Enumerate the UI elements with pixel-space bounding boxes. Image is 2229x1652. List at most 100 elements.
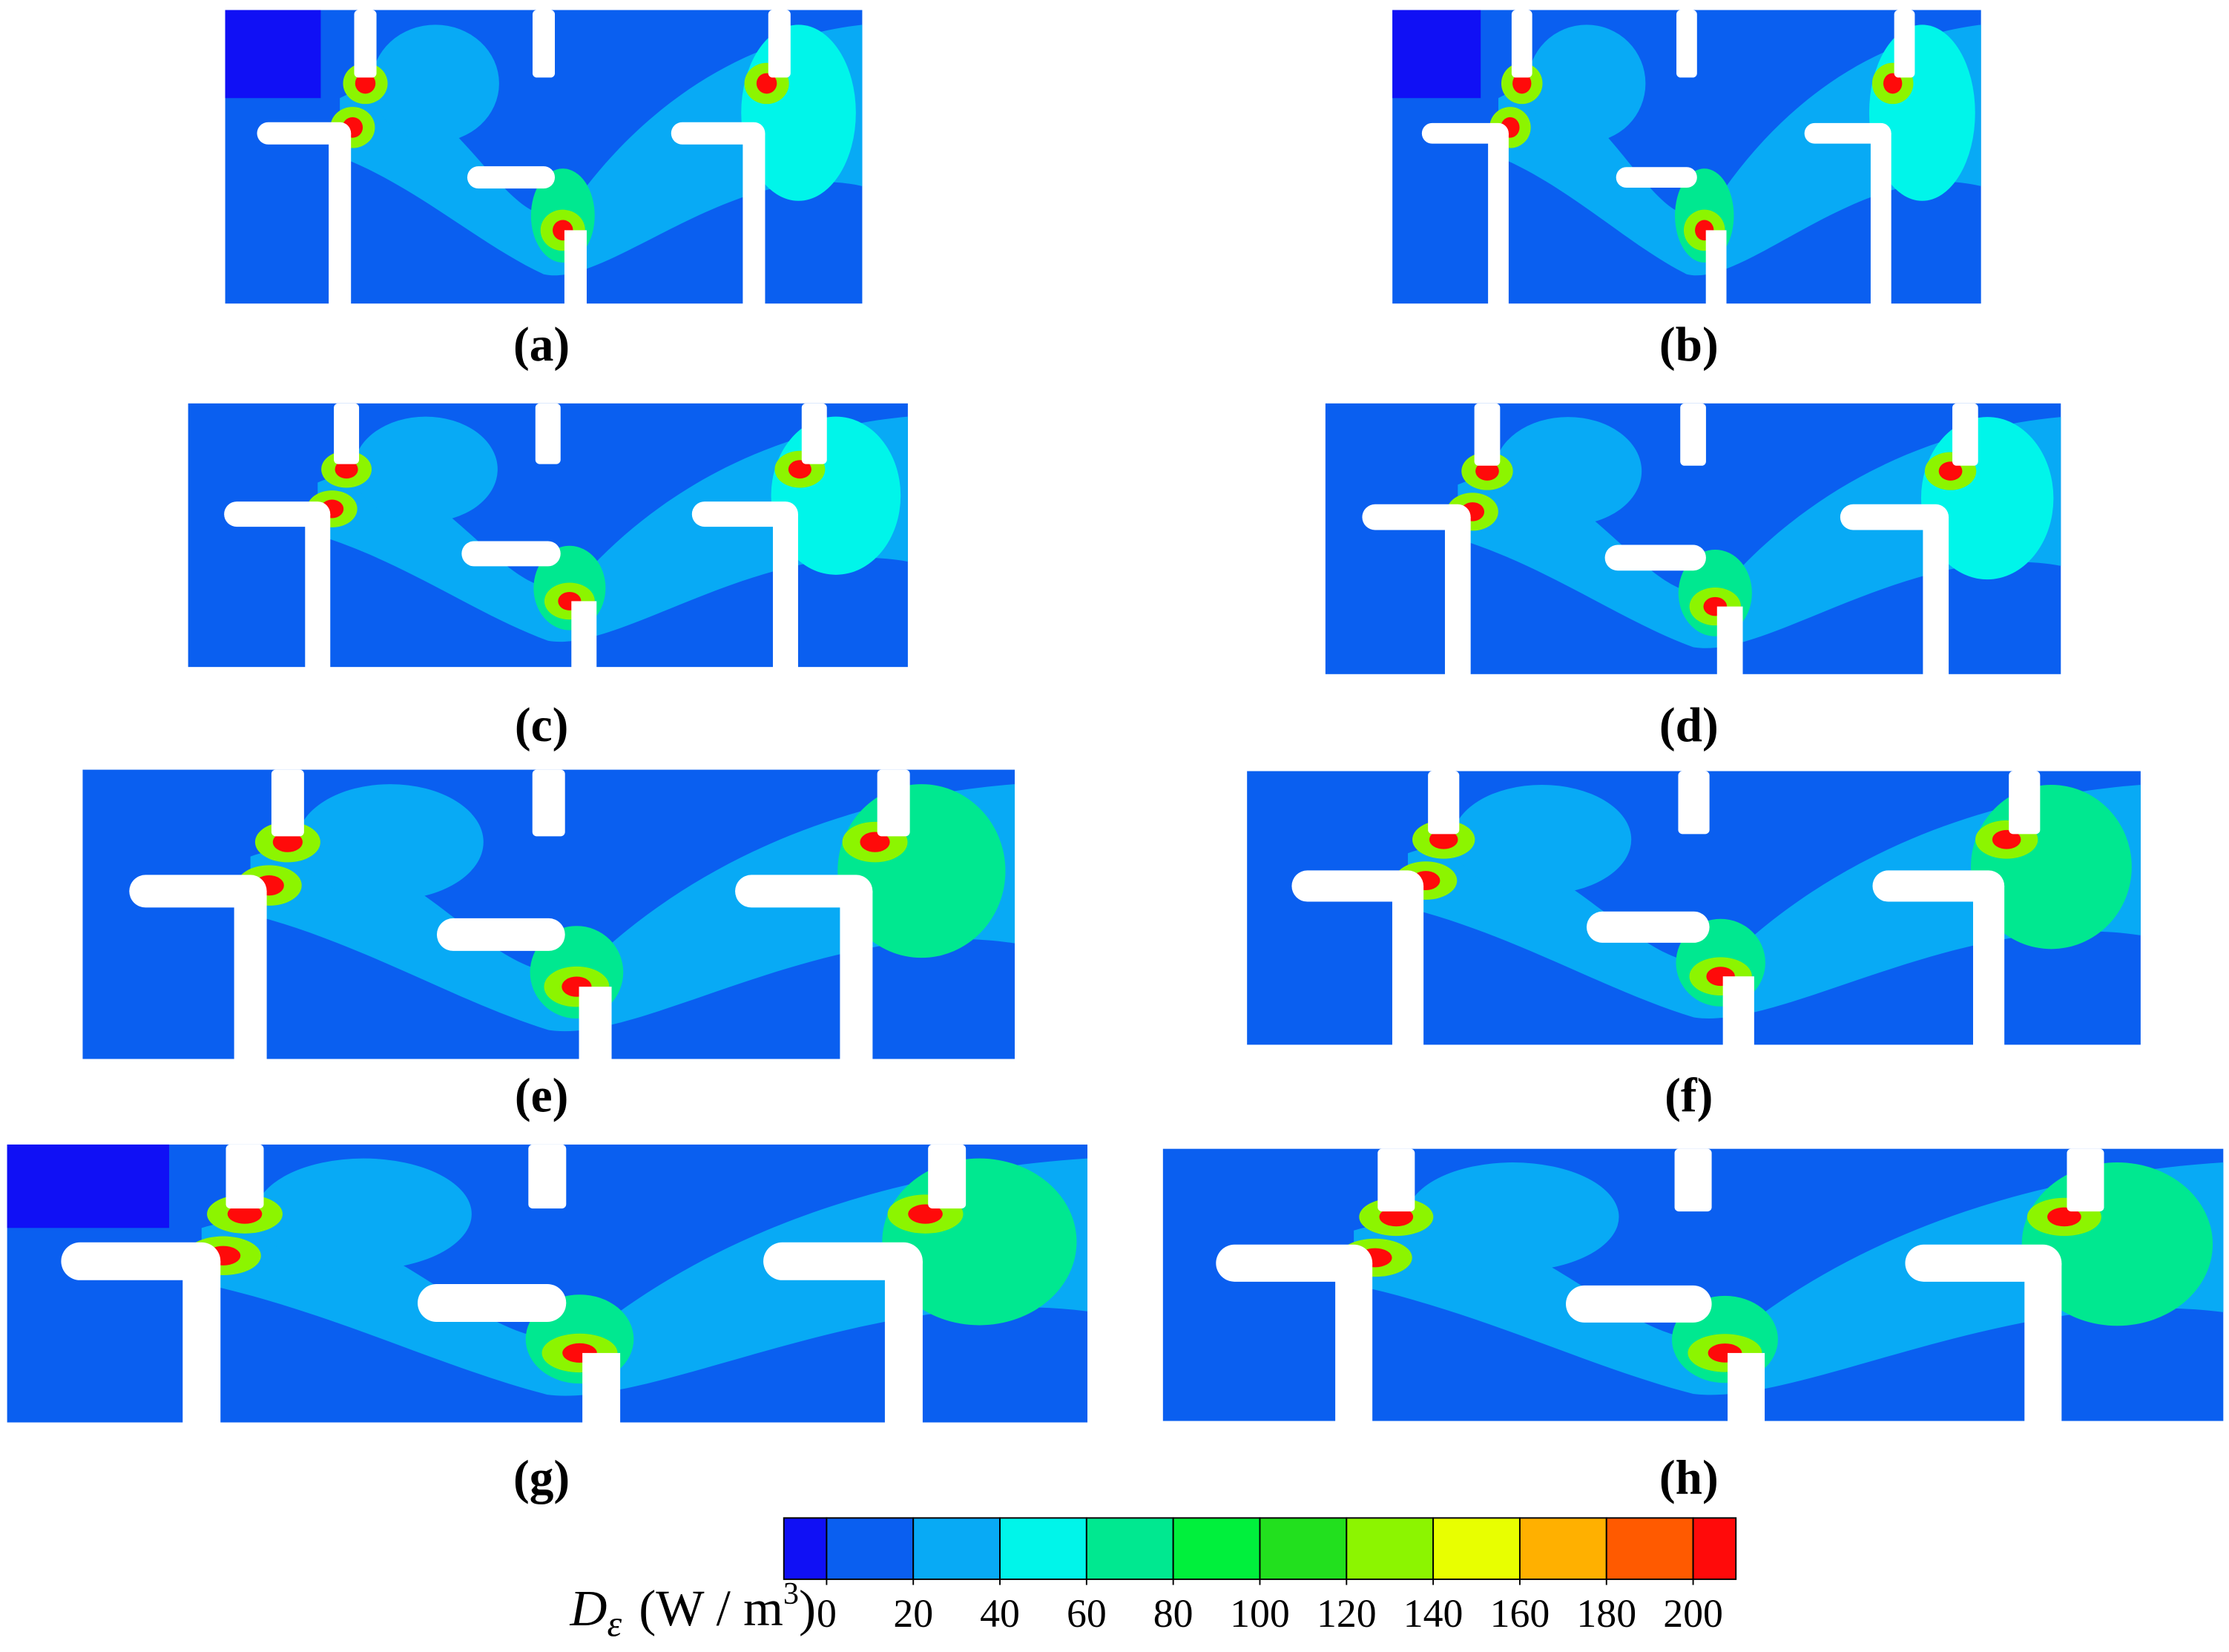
colorbar-swatch xyxy=(1346,1517,1435,1580)
flow-blob xyxy=(1494,417,1642,526)
colorbar-swatch xyxy=(1085,1517,1174,1580)
baffle-bottom xyxy=(234,891,267,1181)
hot-spot xyxy=(1475,461,1499,481)
baffle-top xyxy=(1428,771,1460,835)
baffle-top xyxy=(1676,10,1697,78)
subscript: ε xyxy=(607,1603,622,1645)
unit: (W / m xyxy=(639,1579,783,1636)
colorbar-swatch xyxy=(999,1517,1087,1580)
baffle-arm xyxy=(224,501,331,527)
flow-blob xyxy=(353,416,498,522)
hot-spot xyxy=(2047,1207,2081,1227)
baffle-bottom xyxy=(743,133,766,427)
page-bg xyxy=(79,1059,1018,1102)
flow-blob xyxy=(1527,24,1646,142)
baffle-bottom xyxy=(1488,133,1509,427)
baffle-top xyxy=(768,10,791,78)
baffle-bottom xyxy=(772,514,798,778)
baffle-top xyxy=(928,1144,967,1209)
panel-label: (c) xyxy=(515,699,569,752)
colorbar-swatch xyxy=(783,1517,828,1580)
baffle-arm xyxy=(1566,1285,1712,1323)
baffle-arm xyxy=(129,875,267,908)
page-bg xyxy=(222,303,866,346)
page-bg xyxy=(1389,303,1984,346)
page-bg xyxy=(1323,674,2064,717)
flow-band xyxy=(1498,24,1981,276)
page-bg xyxy=(1159,1421,2227,1464)
baffle-bottom xyxy=(884,1261,923,1539)
baffle-arm xyxy=(1840,504,1949,530)
colorbar-tick-label: 0 xyxy=(817,1591,837,1636)
colorbar-swatch xyxy=(912,1517,1001,1580)
baffle-top xyxy=(535,403,561,464)
colorbar-tick-label: 40 xyxy=(980,1591,1020,1636)
baffle-bottom xyxy=(2024,1263,2062,1536)
hot-spot xyxy=(1429,829,1458,849)
hot-spot xyxy=(756,73,777,94)
contour-panel: (h) xyxy=(1159,1148,2227,1625)
baffle-bottom xyxy=(1444,517,1471,789)
panel-label: (h) xyxy=(1659,1451,1719,1504)
panel-label: (a) xyxy=(513,318,570,372)
baffle-top xyxy=(1952,403,1978,466)
panel-label: (f) xyxy=(1665,1069,1713,1122)
baffle-arm xyxy=(671,122,766,145)
colorbar-swatch xyxy=(1172,1517,1261,1580)
contour-panel: (g) xyxy=(4,1144,1090,1631)
colorbar-tick-label: 140 xyxy=(1403,1591,1463,1636)
low-region xyxy=(1392,10,1481,99)
baffle-arm xyxy=(461,541,561,567)
baffle-top xyxy=(532,769,565,837)
baffle-arm xyxy=(418,1283,567,1322)
page-bg xyxy=(185,667,911,710)
baffle-arm xyxy=(1362,504,1471,530)
hot-spot xyxy=(908,1204,943,1224)
hot-spot xyxy=(1379,1207,1414,1227)
hot-spot xyxy=(1512,73,1532,94)
baffle-top xyxy=(354,10,377,78)
baffle-top xyxy=(1678,771,1710,835)
colorbar-tick-label: 180 xyxy=(1576,1591,1636,1636)
baffle-top xyxy=(1674,1148,1712,1212)
colorbar-swatch xyxy=(826,1517,915,1580)
superscript: 3 xyxy=(783,1576,799,1611)
unit-close: ) xyxy=(799,1579,816,1636)
panel-label: (d) xyxy=(1659,699,1719,752)
baffle-bottom xyxy=(1392,886,1424,1160)
colorbar-title: Dε (W / m3) xyxy=(570,1576,816,1645)
colorbar-tick-label: 200 xyxy=(1663,1591,1723,1636)
baffle-top xyxy=(1680,403,1706,466)
baffle-top xyxy=(1377,1148,1415,1212)
symbol: D xyxy=(570,1579,608,1636)
baffle-top xyxy=(334,403,360,464)
baffle-bottom xyxy=(582,1352,621,1631)
flow-band xyxy=(1354,1162,2224,1395)
colorbar-swatch xyxy=(1259,1517,1348,1580)
hot-spot xyxy=(1992,829,2021,849)
contour-panel: (c) xyxy=(185,403,911,865)
colorbar-tick-label: 160 xyxy=(1490,1591,1550,1636)
colorbar-swatch xyxy=(1605,1517,1694,1580)
baffle-arm xyxy=(1216,1244,1373,1282)
baffle-bottom xyxy=(1870,133,1891,427)
baffle-arm xyxy=(257,122,352,145)
baffle-bottom xyxy=(1335,1263,1373,1536)
colorbar-tick-label: 100 xyxy=(1230,1591,1290,1636)
baffle-top xyxy=(225,1144,264,1209)
baffle-bottom xyxy=(1728,1352,1765,1625)
colorbar-tick-label: 20 xyxy=(893,1591,933,1636)
baffle-top xyxy=(1474,403,1501,466)
low-region xyxy=(7,1144,170,1228)
panel-label: (e) xyxy=(515,1069,569,1122)
baffle-bottom xyxy=(840,891,873,1181)
page-bg xyxy=(4,1422,1090,1466)
baffle-top xyxy=(2067,1148,2104,1212)
panel-label: (b) xyxy=(1659,318,1719,372)
hot-spot xyxy=(1938,461,1963,481)
baffle-bottom xyxy=(1923,517,1949,789)
baffle-arm xyxy=(1872,870,2005,902)
colorbar-tick-label: 60 xyxy=(1067,1591,1107,1636)
baffle-arm xyxy=(1291,870,1424,902)
baffle-arm xyxy=(1905,1244,2062,1282)
